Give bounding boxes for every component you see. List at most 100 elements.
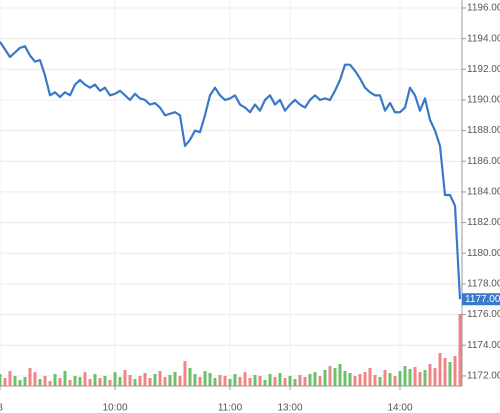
volume-bar <box>48 381 52 386</box>
volume-bar <box>423 370 427 386</box>
volume-bar <box>103 376 107 386</box>
volume-bar <box>3 378 7 386</box>
volume-bar <box>433 368 437 386</box>
volume-bar <box>98 378 102 386</box>
y-tick-label: 1184.00 <box>467 187 500 198</box>
volume-bar <box>138 376 142 386</box>
volume-bar <box>148 378 152 386</box>
volume-bar <box>33 372 37 386</box>
volume-bar <box>243 372 247 386</box>
volume-bar <box>143 373 147 386</box>
volume-bar <box>403 366 407 386</box>
volume-bar <box>443 358 447 386</box>
volume-bar <box>363 372 367 386</box>
volume-bar <box>388 373 392 386</box>
volume-bar <box>153 374 157 386</box>
volume-bar <box>63 371 67 386</box>
volume-bar <box>253 375 257 386</box>
volume-bar <box>128 375 132 386</box>
volume-bar <box>83 372 87 386</box>
volume-bar <box>453 356 457 386</box>
y-tick-label: 1188.00 <box>467 125 500 136</box>
volume-bar <box>173 372 177 386</box>
volume-bar <box>333 368 337 386</box>
volume-bar <box>373 375 377 386</box>
volume-bar <box>328 366 332 386</box>
volume-bar <box>418 372 422 386</box>
volume-bar <box>193 374 197 386</box>
volume-bar <box>93 374 97 386</box>
y-tick-label: 1178.00 <box>467 279 500 290</box>
volume-bar <box>303 377 307 386</box>
volume-bar <box>178 376 182 386</box>
volume-bar <box>23 377 27 386</box>
volume-bar <box>118 377 122 386</box>
volume-bar <box>323 370 327 386</box>
volume-bar <box>408 369 412 386</box>
volume-bar <box>448 362 452 386</box>
volume-bar <box>398 371 402 386</box>
volume-bar <box>278 373 282 386</box>
volume-bar <box>318 376 322 386</box>
y-tick-label: 1186.00 <box>467 156 500 167</box>
y-tick-label: 1194.00 <box>467 33 500 44</box>
volume-bar <box>353 376 357 386</box>
volume-bar <box>68 380 72 386</box>
volume-bar <box>43 376 47 386</box>
volume-bar <box>268 374 272 386</box>
x-tick-label: 14:00 <box>387 403 412 413</box>
volume-bar <box>313 372 317 386</box>
volume-bar <box>238 377 242 386</box>
x-tick-label: 8 <box>0 403 3 413</box>
volume-bar <box>258 376 262 386</box>
volume-bar <box>0 374 2 386</box>
y-tick-label: 1176.00 <box>467 309 500 320</box>
volume-bar <box>283 378 287 386</box>
y-tick-label: 1196.00 <box>467 3 500 14</box>
volume-bar <box>53 374 57 386</box>
volume-bar <box>13 376 17 386</box>
volume-bar <box>38 379 42 386</box>
volume-bar <box>263 380 267 386</box>
volume-bar <box>78 377 82 386</box>
volume-bar <box>248 378 252 386</box>
volume-bar <box>88 379 92 386</box>
volume-bar <box>203 371 207 386</box>
volume-bar <box>223 376 227 386</box>
volume-bar <box>338 364 342 386</box>
volume-bar <box>413 367 417 386</box>
volume-bar <box>308 374 312 386</box>
volume-bar <box>158 371 162 386</box>
y-tick-label: 1172.00 <box>467 371 500 382</box>
volume-bar <box>168 375 172 386</box>
x-tick-label: 11:00 <box>218 403 243 413</box>
volume-bar <box>18 380 22 386</box>
volume-bar <box>293 379 297 386</box>
volume-bar <box>198 377 202 386</box>
volume-bar <box>163 377 167 386</box>
volume-bar <box>393 376 397 386</box>
y-tick-label: 1190.00 <box>467 95 500 106</box>
volume-bar <box>438 353 442 386</box>
volume-bar <box>73 376 77 386</box>
volume-bar <box>378 377 382 386</box>
volume-bar <box>383 370 387 386</box>
y-tick-label: 1174.00 <box>467 340 500 351</box>
volume-bar <box>58 378 62 386</box>
last-price-box <box>462 293 500 306</box>
volume-bar <box>188 368 192 386</box>
volume-bar <box>108 380 112 386</box>
volume-bar <box>288 376 292 386</box>
volume-bar <box>28 368 32 386</box>
volume-bar <box>458 314 462 386</box>
volume-bar <box>428 364 432 386</box>
volume-bar <box>228 379 232 386</box>
volume-bar <box>218 375 222 386</box>
last-price-label: 1177.00 <box>465 294 500 305</box>
volume-bar <box>273 377 277 386</box>
volume-bar <box>113 372 117 386</box>
x-tick-label: 10:00 <box>102 403 127 413</box>
